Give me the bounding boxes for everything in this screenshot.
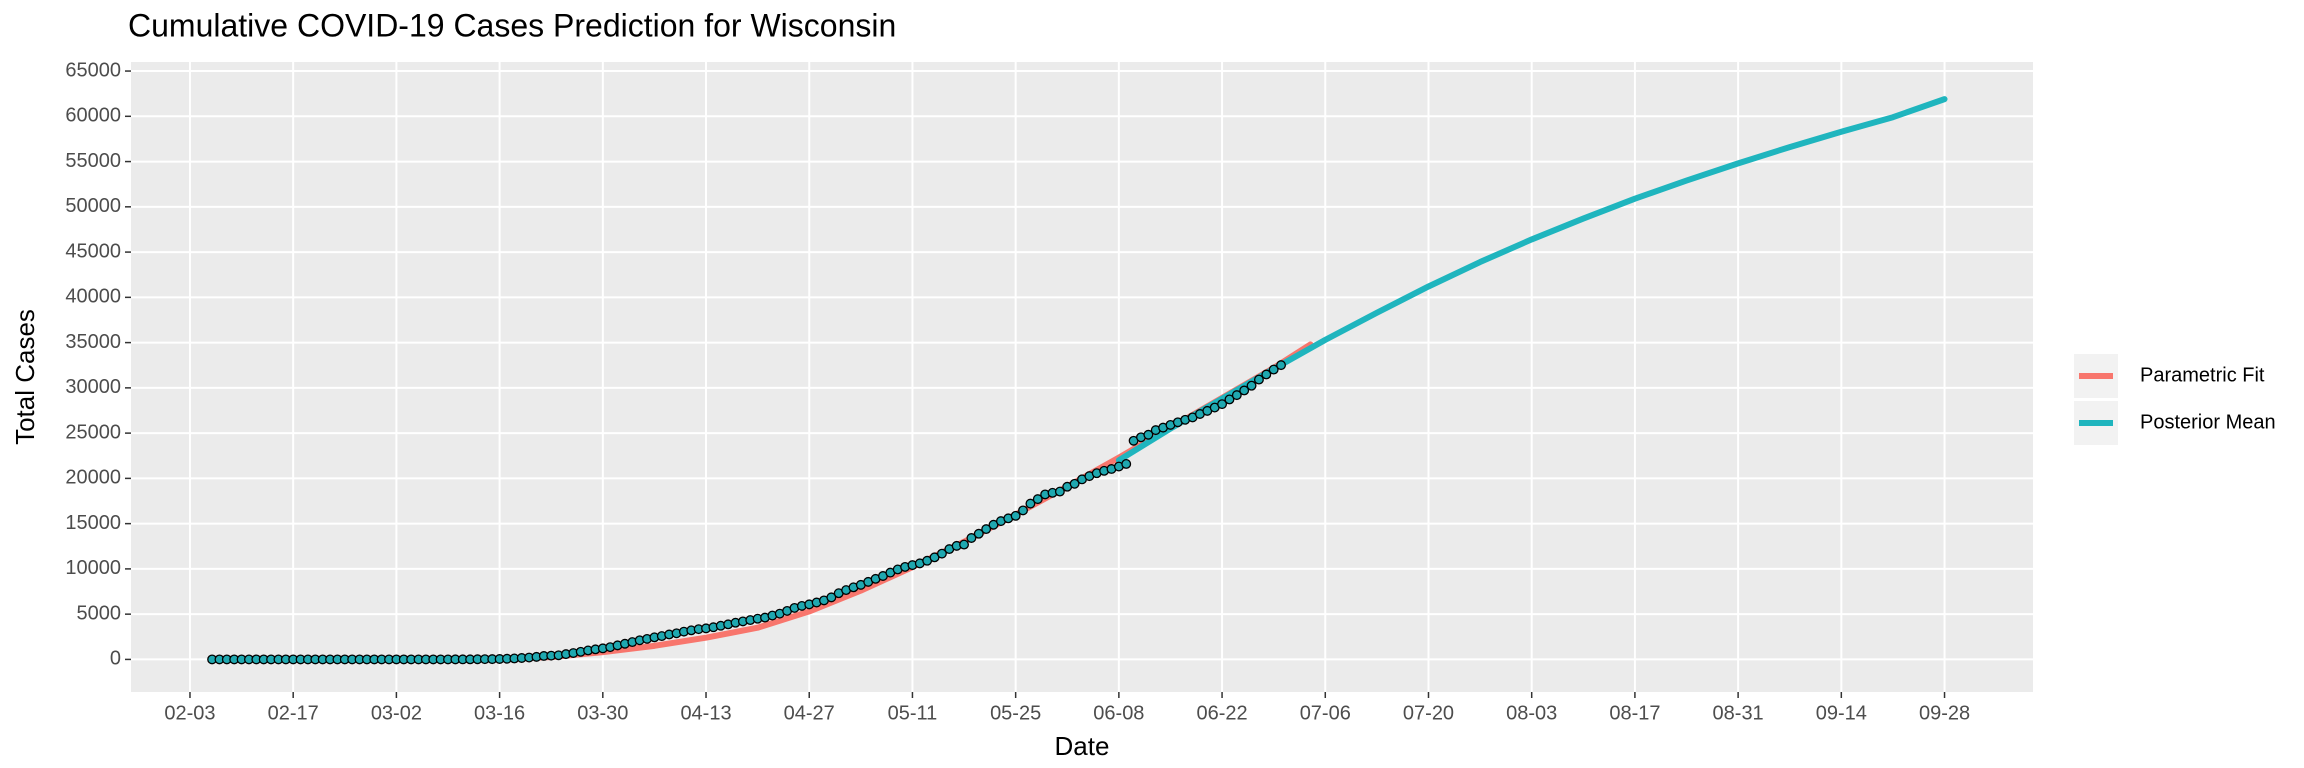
y-tick-label: 55000 xyxy=(65,150,121,172)
x-tick-label: 06-22 xyxy=(1196,702,1247,724)
x-tick-label: 03-02 xyxy=(371,702,422,724)
x-tick-label: 02-03 xyxy=(164,702,215,724)
x-tick-label: 08-03 xyxy=(1506,702,1557,724)
y-tick-label: 25000 xyxy=(65,421,121,443)
y-axis-title: Total Cases xyxy=(10,309,40,445)
y-tick-label: 35000 xyxy=(65,331,121,353)
x-tick-label: 05-25 xyxy=(990,702,1041,724)
x-tick-label: 08-17 xyxy=(1609,702,1660,724)
x-tick-label: 09-14 xyxy=(1816,702,1867,724)
legend-label: Posterior Mean xyxy=(2140,411,2276,433)
data-point xyxy=(1261,369,1272,380)
x-tick-label: 05-11 xyxy=(888,702,938,724)
data-point xyxy=(1069,478,1080,489)
y-tick-label: 15000 xyxy=(65,512,121,534)
y-tick-label: 10000 xyxy=(65,557,121,579)
data-point xyxy=(1010,510,1021,521)
x-tick-label: 02-17 xyxy=(268,702,319,724)
data-point xyxy=(1025,498,1036,509)
x-tick-label: 07-06 xyxy=(1300,702,1351,724)
y-tick-label: 30000 xyxy=(65,376,121,398)
data-point xyxy=(826,592,837,603)
x-tick-label: 04-13 xyxy=(680,702,731,724)
x-tick-label: 06-08 xyxy=(1093,702,1144,724)
x-tick-label: 03-30 xyxy=(577,702,628,724)
x-tick-label: 03-16 xyxy=(474,702,525,724)
y-tick-label: 45000 xyxy=(65,240,121,262)
y-tick-label: 60000 xyxy=(65,105,121,127)
data-point xyxy=(1032,494,1043,505)
y-tick-label: 5000 xyxy=(77,602,122,624)
data-point xyxy=(1224,394,1235,405)
plot-panel xyxy=(131,62,2033,692)
data-point xyxy=(1143,429,1154,440)
data-point xyxy=(973,528,984,539)
y-tick-label: 0 xyxy=(110,648,121,670)
x-tick-label: 09-28 xyxy=(1919,702,1970,724)
data-point xyxy=(936,548,947,559)
y-tick-label: 40000 xyxy=(65,286,121,308)
data-point xyxy=(1268,364,1279,375)
y-tick-label: 65000 xyxy=(65,59,121,81)
data-point xyxy=(1253,374,1264,385)
chart-title: Cumulative COVID-19 Cases Prediction for… xyxy=(128,7,896,43)
x-tick-label: 08-31 xyxy=(1713,702,1764,724)
data-point xyxy=(1231,390,1242,401)
data-point xyxy=(1018,505,1028,516)
data-point xyxy=(966,533,977,543)
legend-label: Parametric Fit xyxy=(2140,364,2265,386)
x-tick-label: 04-27 xyxy=(784,702,835,724)
data-point xyxy=(1217,399,1228,410)
y-tick-label: 20000 xyxy=(65,467,121,489)
data-point xyxy=(1239,385,1250,396)
y-tick-label: 50000 xyxy=(65,195,121,217)
data-point xyxy=(959,539,969,550)
data-point xyxy=(1276,360,1286,371)
x-axis-title: Date xyxy=(1055,731,1110,761)
data-point xyxy=(1246,380,1257,391)
data-point xyxy=(981,524,992,535)
data-point xyxy=(1054,486,1065,497)
data-point xyxy=(1121,459,1132,469)
x-tick-label: 07-20 xyxy=(1403,702,1454,724)
